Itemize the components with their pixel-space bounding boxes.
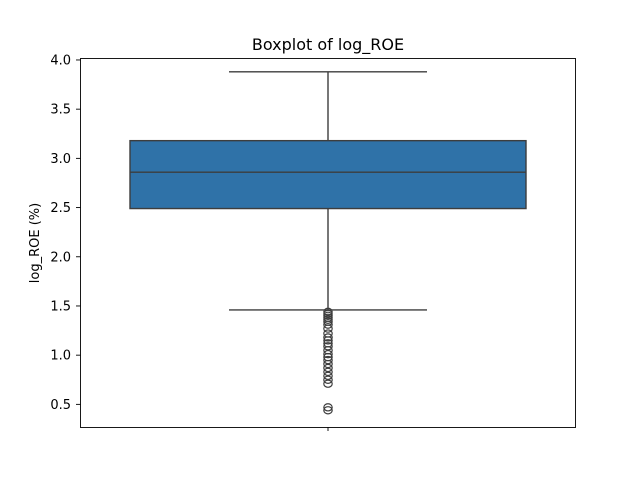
iqr-box <box>129 139 527 210</box>
y-axis-label: log_ROE (%) <box>28 203 43 283</box>
outlier-point <box>323 403 333 412</box>
outlier-point <box>323 359 333 369</box>
y-tick-label: 0.5 <box>50 398 71 413</box>
outlier-point <box>323 406 333 415</box>
y-tick-label: 1.0 <box>50 349 71 364</box>
outlier-point <box>323 363 333 373</box>
outlier-point <box>323 371 333 381</box>
y-axis-ticks: 0.5 1.0 1.5 2.0 2.5 3.0 3.5 4.0 <box>50 53 81 413</box>
y-tick-label: 3.5 <box>50 103 71 118</box>
outlier-point <box>323 349 333 359</box>
outlier-point <box>323 367 333 377</box>
outlier-point <box>323 333 333 342</box>
outlier-point <box>323 336 333 345</box>
outlier-point <box>323 320 333 329</box>
y-tick-label: 2.0 <box>50 250 71 265</box>
y-tick-label: 4.0 <box>50 53 71 68</box>
outlier-point <box>323 342 333 351</box>
outlier-point <box>323 324 333 333</box>
y-tick-label: 2.5 <box>50 201 71 216</box>
y-tick-label: 3.0 <box>50 152 71 167</box>
y-tick-label: 1.5 <box>50 299 71 314</box>
outlier-point <box>323 375 333 384</box>
outlier-point <box>323 355 333 365</box>
outlier-point <box>323 379 333 388</box>
plot-area <box>129 71 527 415</box>
chart-title: Boxplot of log_ROE <box>252 35 404 55</box>
